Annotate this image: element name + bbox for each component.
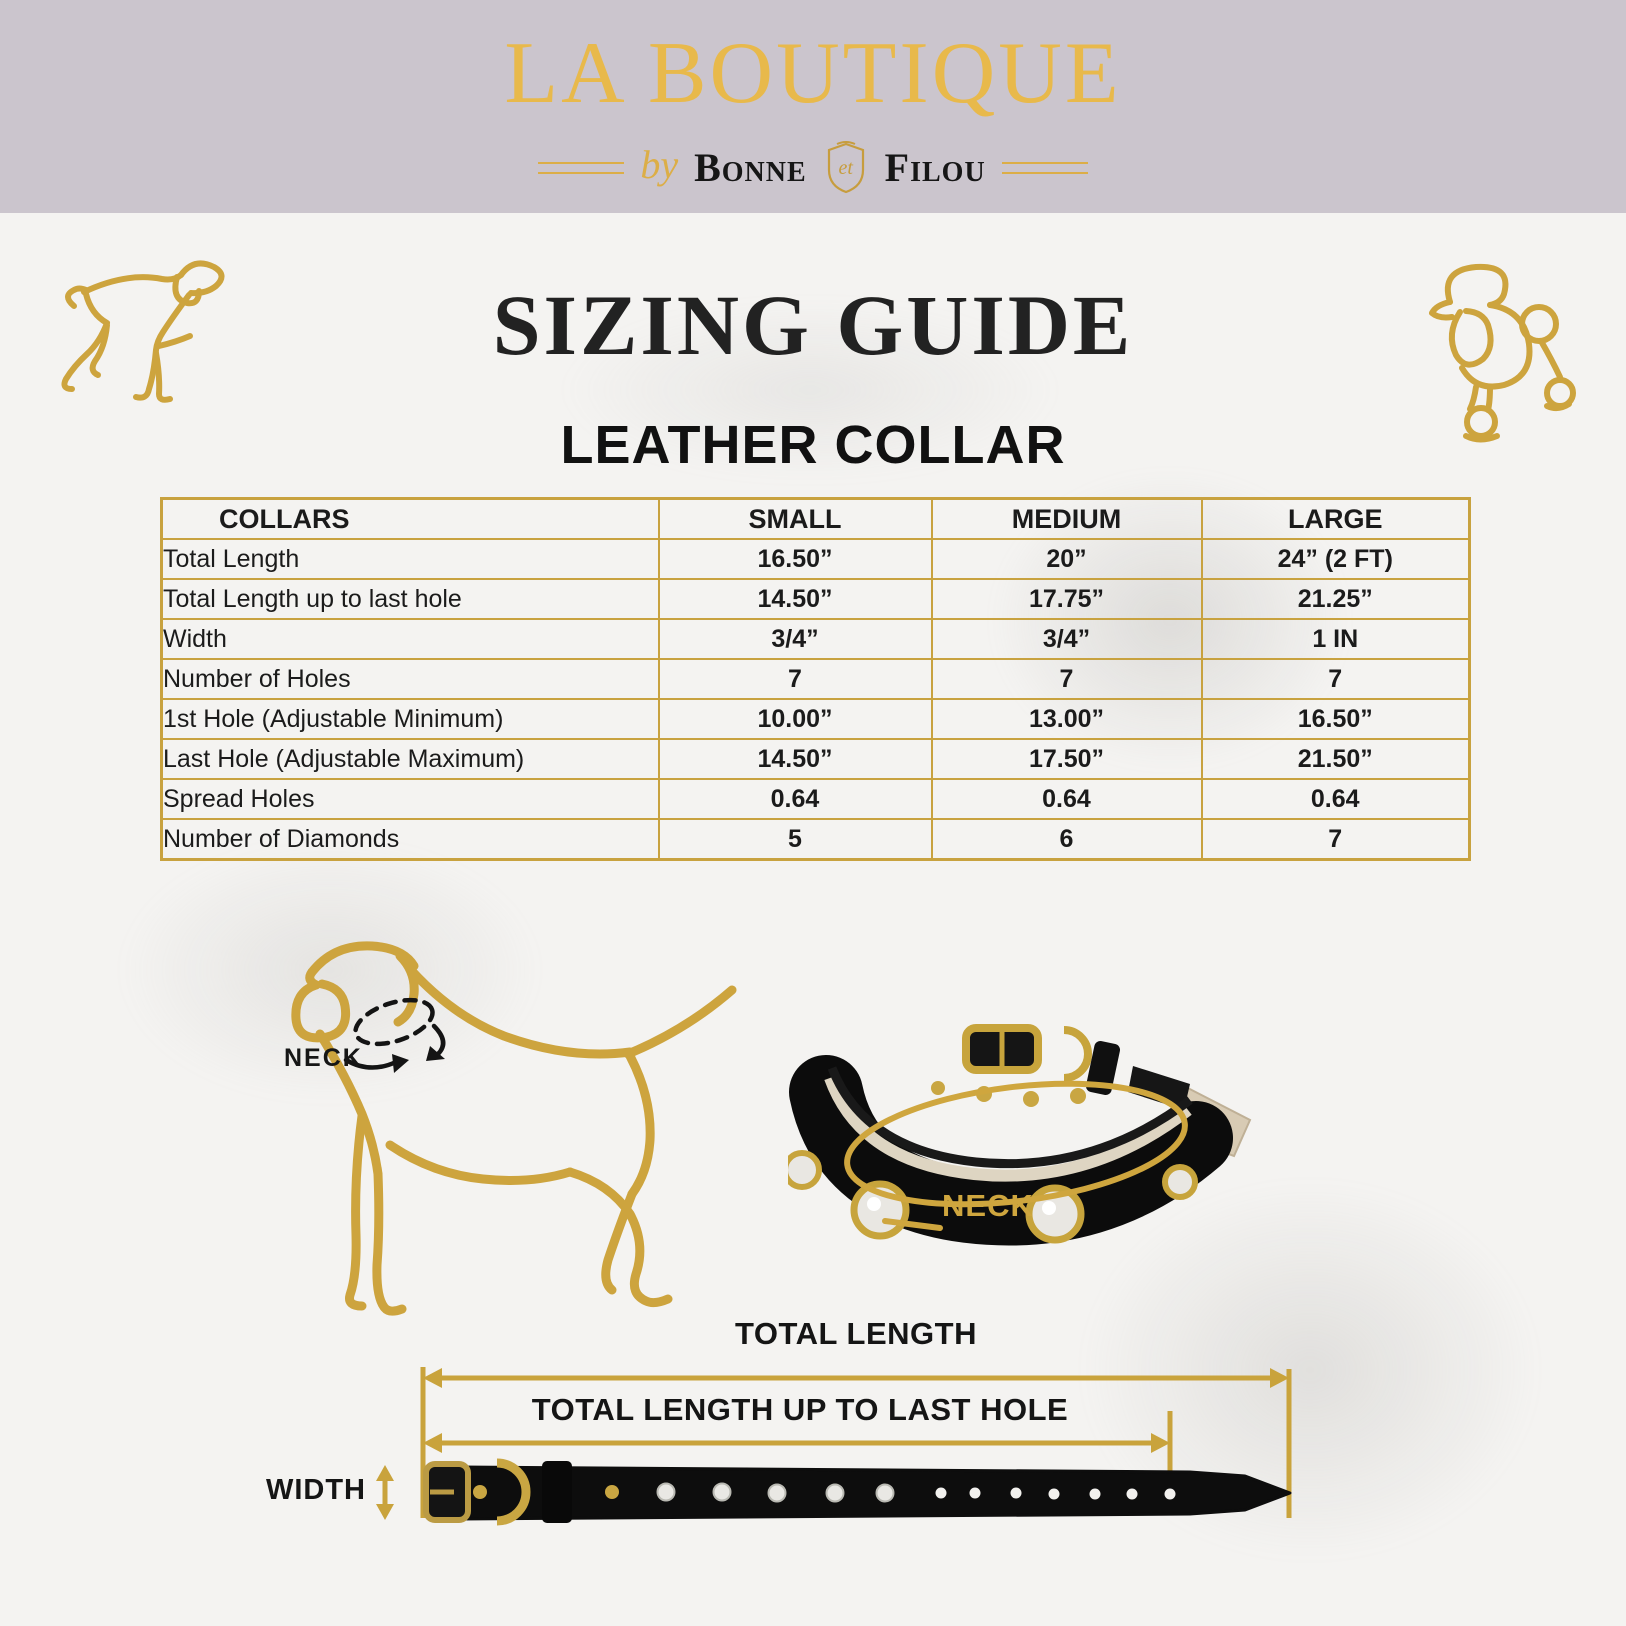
row-label: Number of Holes (160, 658, 660, 700)
cell-medium: 13.00” (930, 698, 1203, 740)
cell-medium: 17.50” (930, 738, 1203, 780)
table-row: Number of Diamonds 5 6 7 (160, 818, 1471, 861)
cell-large: 0.64 (1200, 778, 1471, 820)
row-label: Spread Holes (160, 778, 660, 820)
width-label: WIDTH (265, 1474, 366, 1506)
dog-neck-label: NECK (284, 1044, 363, 1072)
col-header-large: LARGE (1200, 497, 1471, 540)
byline-rule-left (538, 162, 625, 174)
poodle-dog-icon (1429, 263, 1576, 443)
cell-large: 21.50” (1200, 738, 1471, 780)
dring-icon (496, 1458, 531, 1526)
byline-et: et (838, 156, 853, 179)
table-row: Total Length 16.50” 20” 24” (2 FT) (160, 538, 1471, 580)
col-header-medium: MEDIUM (930, 497, 1203, 540)
table-row: Number of Holes 7 7 7 (160, 658, 1471, 700)
table-row: 1st Hole (Adjustable Minimum) 10.00” 13.… (160, 698, 1471, 740)
page-title: SIZING GUIDE (492, 277, 1134, 373)
total-length-up-to-last-hole-label: TOTAL LENGTH UP TO LAST HOLE (531, 1392, 1069, 1427)
total-length-label: TOTAL LENGTH (735, 1316, 977, 1351)
strap-crystals (656, 1482, 895, 1503)
cell-small: 5 (657, 818, 933, 861)
dog-neck-measure-icon (291, 941, 737, 1316)
cell-large: 24” (2 FT) (1200, 538, 1471, 580)
cell-medium: 6 (930, 818, 1203, 861)
pointer-dog-icon (61, 260, 225, 403)
cell-small: 0.64 (657, 778, 933, 820)
cell-medium: 17.75” (930, 578, 1203, 620)
measure-arrows (382, 1367, 1292, 1518)
strap-holes (935, 1487, 1176, 1500)
brand-title: LA BOUTIQUE (504, 25, 1122, 122)
byline-by: by (640, 142, 679, 187)
cell-small: 16.50” (657, 538, 933, 580)
row-label: Total Length (160, 538, 660, 580)
table-row: Last Hole (Adjustable Maximum) 14.50” 17… (160, 738, 1471, 780)
et-crest: et (823, 141, 869, 195)
byline-name-filou: Filou (884, 145, 986, 190)
row-label: Last Hole (Adjustable Maximum) (160, 738, 660, 780)
cell-large: 21.25” (1200, 578, 1471, 620)
table-header-row: COLLARS SMALL MEDIUM LARGE (160, 497, 1471, 540)
header-band (0, 0, 1626, 213)
row-label: Width (160, 618, 660, 660)
collar-measurement-diagram (376, 1367, 1292, 1526)
cell-medium: 3/4” (930, 618, 1203, 660)
byline-rule-right (1001, 162, 1088, 174)
cell-large: 7 (1200, 818, 1471, 861)
sizing-table: COLLARS SMALL MEDIUM LARGE Total Length … (160, 497, 1471, 861)
collar-dring-icon (1063, 1026, 1092, 1082)
row-label: Total Length up to last hole (160, 578, 660, 620)
row-label: Number of Diamonds (160, 818, 660, 861)
row-label: 1st Hole (Adjustable Minimum) (160, 698, 660, 740)
keeper-loop (542, 1461, 572, 1523)
page-subtitle: LEATHER COLLAR (560, 415, 1066, 475)
cell-small: 14.50” (657, 578, 933, 620)
table-row: Spread Holes 0.64 0.64 0.64 (160, 778, 1471, 820)
collar-neck-label: NECK (942, 1188, 1034, 1223)
cell-small: 3/4” (657, 618, 933, 660)
cell-medium: 20” (930, 538, 1203, 580)
cell-large: 16.50” (1200, 698, 1471, 740)
crest-shield-icon (827, 141, 864, 194)
neck-measure-ellipse (343, 997, 446, 1073)
cell-small: 10.00” (657, 698, 933, 740)
cell-small: 7 (657, 658, 933, 700)
cell-medium: 7 (930, 658, 1203, 700)
col-header-collars: COLLARS (160, 497, 660, 540)
table-row: Total Length up to last hole 14.50” 17.7… (160, 578, 1471, 620)
cell-medium: 0.64 (930, 778, 1203, 820)
byline-name-bonne: Bonne (694, 145, 807, 190)
cell-large: 1 IN (1200, 618, 1471, 660)
leather-collar-photo (788, 1024, 1252, 1246)
cell-large: 7 (1200, 658, 1471, 700)
table-row: Width 3/4” 3/4” 1 IN (160, 618, 1471, 660)
col-header-small: SMALL (657, 497, 933, 540)
cell-small: 14.50” (657, 738, 933, 780)
brand-byline: by Bonne et Filou (0, 141, 1626, 195)
collar-neck-ellipse (844, 1080, 1188, 1208)
flat-collar-illustration (423, 1458, 1292, 1526)
